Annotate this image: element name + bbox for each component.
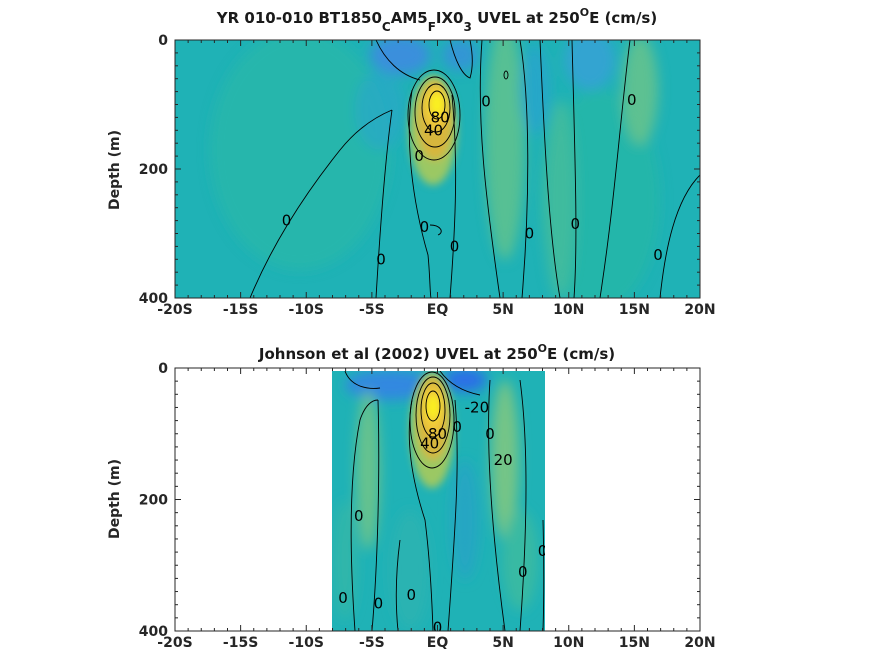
top-x-tick-label: 20N [684,302,715,318]
top-contour-lines [249,40,700,298]
top-y-tick-label: 200 [139,162,168,178]
top-contour-label: 40 [424,121,443,139]
top-contour-label: 0 [571,215,581,233]
top-contour-label: 0 [376,250,386,268]
bottom-y-tick-label: 0 [158,361,168,377]
top-x-tick-label: -5S [359,302,385,318]
top-y-axis-label: Depth (m) [107,130,123,210]
top-contour-label: 0 [525,225,535,243]
bottom-contour-label: 40 [420,435,439,453]
bottom-contour-label: -20 [465,398,490,416]
bottom-x-tick-label: 10N [553,635,584,651]
bottom-y-tick-label: 400 [139,624,168,640]
bottom-contour-label: 0 [374,594,384,612]
bottom-contour-label: 0 [354,507,364,525]
bottom-x-tick-label: -20S [157,635,192,651]
top-x-tick-label: -20S [157,302,192,318]
bottom-contour-label: 0 [538,542,548,560]
bottom-contour-lines [344,371,545,631]
bottom-y-axis-label: Depth (m) [107,459,123,539]
bottom-contour-label: 0 [433,619,443,637]
bottom-contour-label: 0 [406,586,416,604]
bottom-x-tick-label: 20N [684,635,715,651]
bottom-chart-title: Johnson et al (2002) UVEL at 250OE (cm/s… [258,342,615,363]
bottom-contour-label: 80 [428,425,447,443]
top-x-tick-label: EQ [427,302,449,318]
bottom-contour-label: 20 [494,451,513,469]
top-contour-label: 0 [282,212,292,230]
top-contour-label: 80 [431,108,450,126]
top-chart-title: YR 010-010 BT1850CAM5FIX03 UVEL at 250OE… [216,6,657,34]
top-contour-label: 0 [627,91,637,109]
bottom-y-tick-label: 200 [139,493,168,509]
top-contour-label: 0 [414,147,424,165]
top-x-axis: -20S -15S -10S -5S EQ 5N 10N 15N 20N [157,40,716,318]
bottom-panel: Johnson et al (2002) UVEL at 250OE (cm/s… [107,342,716,651]
top-x-tick-label: 5N [492,302,513,318]
top-x-tick-label: -10S [289,302,324,318]
top-panel: YR 010-010 BT1850CAM5FIX03 UVEL at 250OE… [107,6,716,318]
bottom-contour-label: 0 [338,589,348,607]
top-x-tick-label: 10N [553,302,584,318]
bottom-x-tick-label: 5N [492,635,513,651]
top-contour-label: 0 [481,92,491,110]
bottom-contour-label: 0 [485,425,495,443]
bottom-x-tick-label: -10S [289,635,324,651]
bottom-x-tick-label: -5S [359,635,385,651]
top-x-tick-label: 15N [619,302,650,318]
bottom-x-tick-label: EQ [427,635,449,651]
top-contour-label: 0 [420,218,430,236]
top-contour-label: 0 [653,246,663,264]
bottom-x-tick-label: -15S [223,635,258,651]
top-y-tick-label: 400 [139,291,168,307]
top-contour-label: 0 [450,237,460,255]
bottom-contour-label: 0 [518,563,528,581]
top-x-tick-label: -15S [223,302,258,318]
top-y-tick-label: 0 [158,33,168,49]
bottom-x-axis: -20S -15S -10S -5S EQ 5N 10N 15N 20N [157,368,716,651]
bottom-contour-label: 0 [452,418,462,436]
bottom-x-tick-label: 15N [619,635,650,651]
